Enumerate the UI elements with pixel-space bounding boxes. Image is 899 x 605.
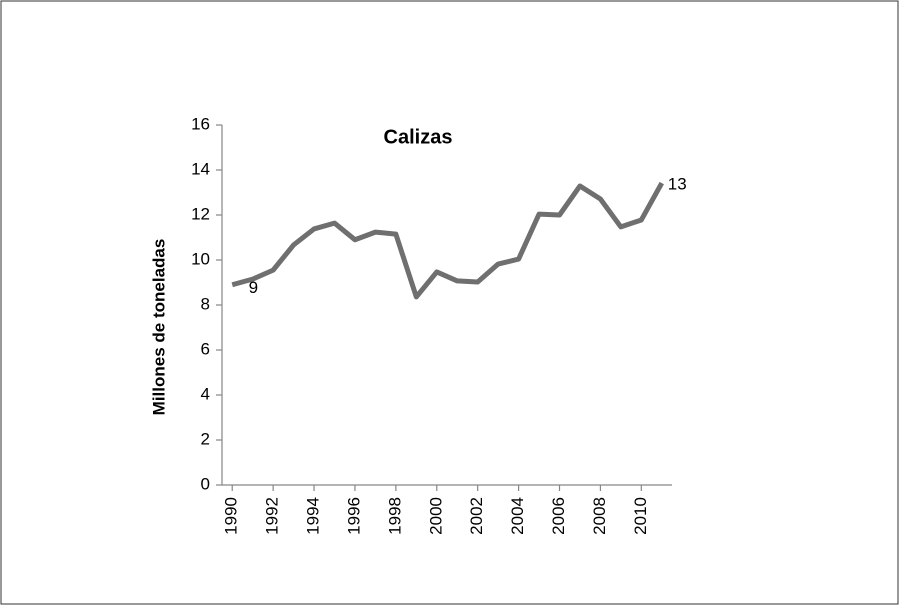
chart-title: Calizas bbox=[384, 126, 453, 148]
x-tick-label: 2006 bbox=[549, 497, 568, 535]
y-tick-label: 12 bbox=[191, 204, 210, 223]
y-tick-label: 16 bbox=[191, 114, 210, 133]
line bbox=[231, 181, 664, 300]
y-tick-label: 14 bbox=[191, 159, 210, 178]
x-tick-label: 2002 bbox=[467, 497, 486, 535]
y-tick-label: 0 bbox=[201, 474, 210, 493]
annotation: 9 bbox=[249, 278, 258, 297]
x-tick-label: 1992 bbox=[263, 497, 282, 535]
y-tick-label: 6 bbox=[201, 339, 210, 358]
y-tick-label: 10 bbox=[191, 249, 210, 268]
y-tick-label: 4 bbox=[201, 384, 210, 403]
x-tick-label: 2010 bbox=[631, 497, 650, 535]
y-tick-label: 2 bbox=[201, 429, 210, 448]
x-tick-label: 1996 bbox=[344, 497, 363, 535]
x-tick-label: 2004 bbox=[508, 497, 527, 535]
annotation: 13 bbox=[668, 175, 687, 194]
x-tick-label: 1998 bbox=[385, 497, 404, 535]
y-axis-label: Millones de toneladas bbox=[149, 239, 168, 416]
x-tick-label: 2008 bbox=[590, 497, 609, 535]
x-tick-label: 1990 bbox=[222, 497, 241, 535]
y-tick-label: 8 bbox=[201, 294, 210, 313]
x-tick-label: 1994 bbox=[304, 497, 323, 535]
x-tick-label: 2000 bbox=[426, 497, 445, 535]
